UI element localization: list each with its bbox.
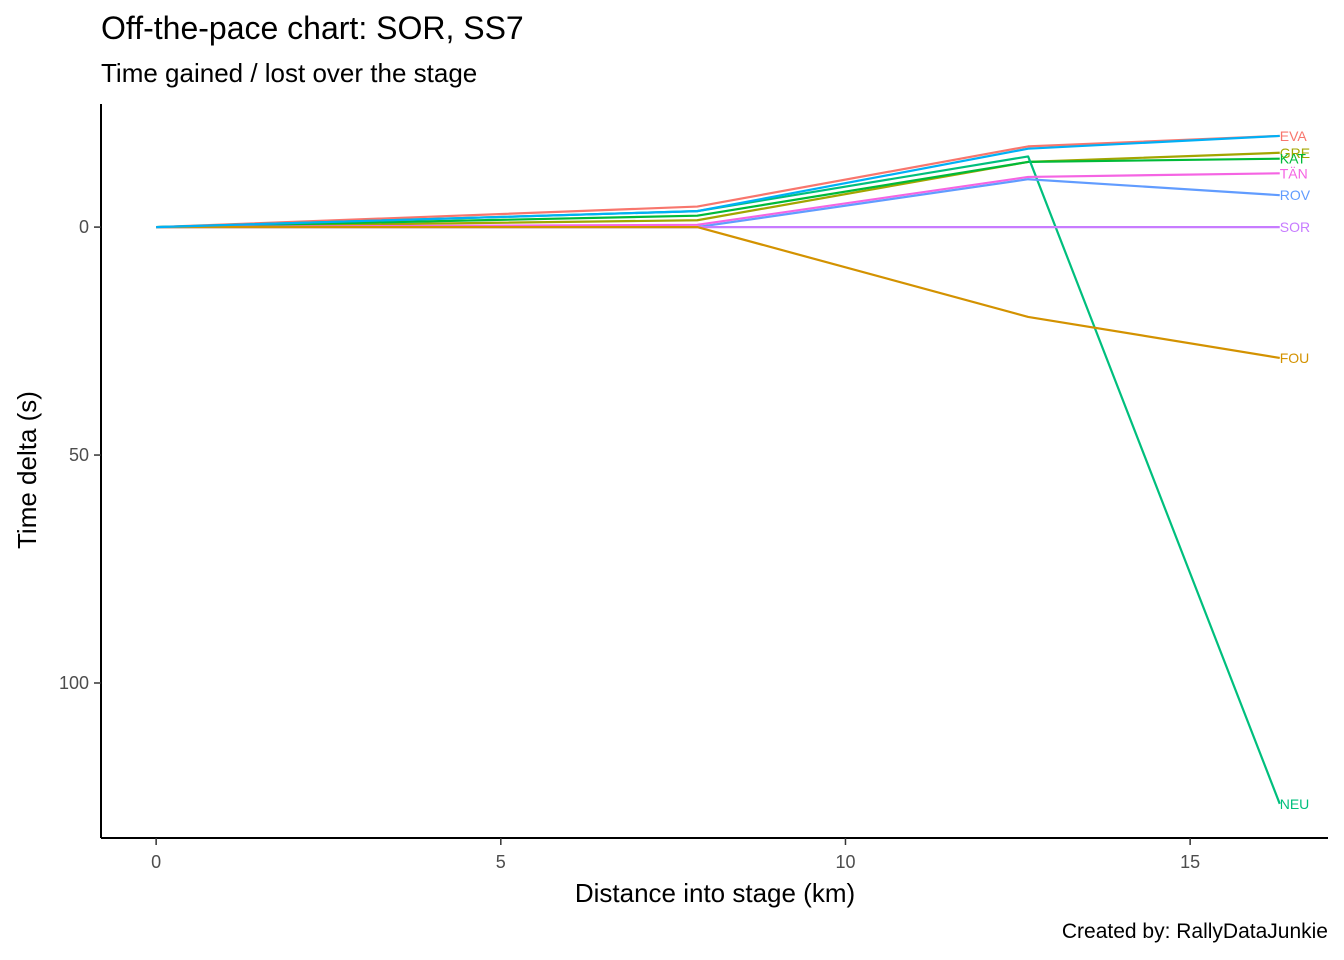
x-tick-label: 0: [151, 852, 161, 872]
y-axis-ticks: 0 50 100: [59, 217, 101, 693]
y-tick-label: 50: [69, 445, 89, 465]
chart-subtitle: Time gained / lost over the stage: [101, 58, 478, 88]
chart-title: Off-the-pace chart: SOR, SS7: [101, 10, 524, 46]
series-end-label: EVA: [1280, 128, 1308, 144]
y-axis-title: Time delta (s): [12, 391, 42, 549]
y-tick-label: 0: [79, 217, 89, 237]
series-end-label: FOU: [1280, 350, 1310, 366]
series-line-fou: [156, 225, 1280, 360]
series-line-neu: [156, 155, 1281, 805]
x-axis-ticks: 0 5 10 15: [151, 838, 1200, 872]
series-line-eva: [156, 134, 1280, 229]
series-line-kat: [156, 157, 1280, 229]
series-line-tän: [156, 172, 1280, 229]
x-axis-title: Distance into stage (km): [575, 878, 855, 908]
series-line-unlabelled: [156, 134, 1280, 229]
series-end-label: TÄN: [1280, 165, 1308, 181]
series-line-gre: [156, 151, 1280, 229]
series-end-label: ROV: [1280, 187, 1311, 203]
chart-caption: Created by: RallyDataJunkie: [1061, 920, 1328, 943]
x-tick-label: 5: [496, 852, 506, 872]
x-tick-label: 15: [1180, 852, 1200, 872]
y-tick-label: 100: [59, 673, 89, 693]
series-end-label: NEU: [1280, 796, 1310, 812]
series-end-label: SOR: [1280, 219, 1310, 235]
series-end-label: GRE: [1280, 145, 1310, 161]
series-layer: [156, 134, 1281, 805]
x-tick-label: 10: [835, 852, 855, 872]
series-end-label: KAT: [1280, 151, 1307, 167]
